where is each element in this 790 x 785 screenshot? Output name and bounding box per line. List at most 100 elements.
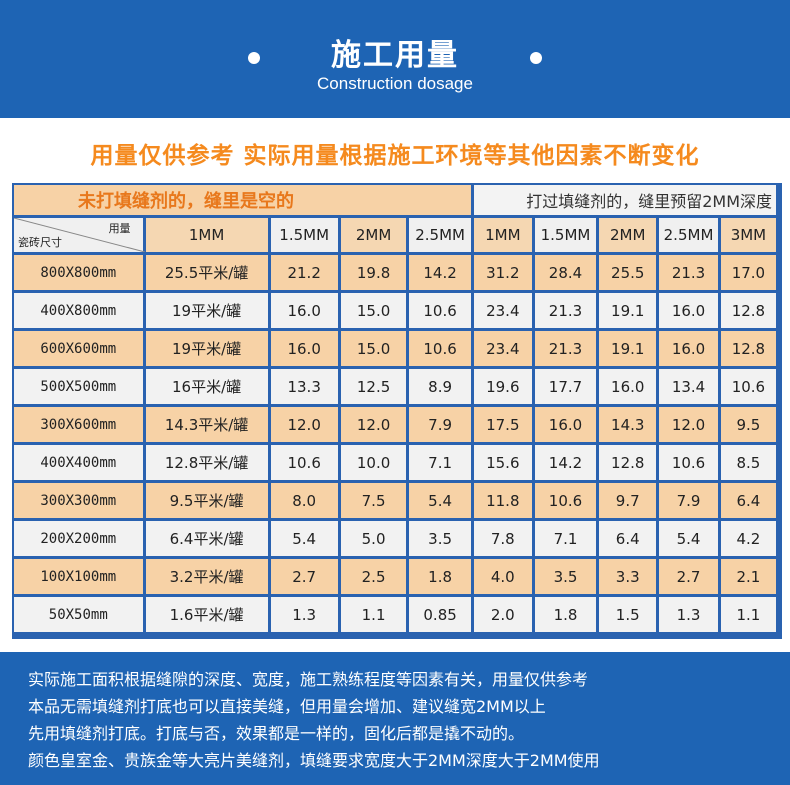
dosage-cell: 7.9 <box>659 483 718 518</box>
coverage-cell: 14.3平米/罐 <box>145 407 268 442</box>
dosage-cell: 14.2 <box>534 445 597 480</box>
dosage-cell: 14.3 <box>599 407 657 442</box>
dosage-cell: 15.6 <box>473 445 532 480</box>
dosage-cell: 5.4 <box>270 521 338 556</box>
dosage-cell: 10.6 <box>534 483 597 518</box>
dosage-cell: 5.4 <box>659 521 718 556</box>
table-row: 400X400mm 12.8平米/罐 10.6 10.0 7.1 15.6 14.2 12.8… <box>14 445 776 480</box>
dosage-cell: 7.5 <box>340 483 407 518</box>
tile-size-cell: 300X300mm <box>14 483 143 518</box>
footer-line: 颜色皇室金、贵族金等大亮片美缝剂，填缝要求宽度大于2MM深度大于2MM使用 <box>28 751 600 770</box>
table-row: 800X800mm 25.5平米/罐 21.2 19.8 14.2 31.2 28.4 25.… <box>14 255 776 290</box>
dosage-cell: 10.6 <box>659 445 718 480</box>
coverage-cell: 9.5平米/罐 <box>145 483 268 518</box>
corner-header-cell: 用量 瓷砖尺寸 <box>14 218 145 252</box>
dosage-cell: 10.6 <box>270 445 338 480</box>
dosage-cell: 13.3 <box>270 369 338 404</box>
tile-size-cell: 50X50mm <box>14 597 143 632</box>
table-row: 100X100mm 3.2平米/罐 2.7 2.5 1.8 4.0 3.5 3.3 2.7 2.1 <box>14 559 776 594</box>
coverage-cell: 6.4平米/罐 <box>145 521 268 556</box>
dosage-cell: 2.5 <box>340 559 407 594</box>
coverage-cell: 19平米/罐 <box>145 293 268 328</box>
dosage-cell: 12.0 <box>340 407 407 442</box>
column-header-row: 用量 瓷砖尺寸 1MM 1.5MM 2MM 2.5MM 1MM 1.5MM 2MM 2.5MM… <box>14 218 776 252</box>
dosage-cell: 28.4 <box>534 255 597 290</box>
tile-size-cell: 400X400mm <box>14 445 143 480</box>
dosage-cell: 12.0 <box>659 407 718 442</box>
dosage-cell: 12.0 <box>270 407 338 442</box>
dosage-cell: 10.6 <box>720 369 776 404</box>
table-row: 500X500mm 16平米/罐 13.3 12.5 8.9 19.6 17.7 16.0 13… <box>14 369 776 404</box>
corner-size-label: 瓷砖尺寸 <box>18 236 62 249</box>
dosage-cell: 10.6 <box>409 293 471 328</box>
group-prefilled-label: 打过填缝剂的，缝里预留2MM深度 <box>473 185 776 215</box>
dosage-cell: 0.85 <box>409 597 471 632</box>
dosage-cell: 6.4 <box>720 483 776 518</box>
dosage-cell: 31.2 <box>473 255 532 290</box>
dosage-cell: 16.0 <box>270 331 338 366</box>
table-row: 50X50mm 1.6平米/罐 1.3 1.1 0.85 2.0 1.8 1.5 1.3 1.1 <box>14 597 776 632</box>
table-row: 300X300mm 9.5平米/罐 8.0 7.5 5.4 11.8 10.6 9.7 7.9 6… <box>14 483 776 518</box>
dosage-cell: 16.0 <box>270 293 338 328</box>
dosage-cell: 19.6 <box>473 369 532 404</box>
dosage-cell: 7.8 <box>473 521 532 556</box>
column-header-8: 2.5MM <box>659 218 718 252</box>
group-unfilled-label: 未打填缝剂的，缝里是空的 <box>14 185 471 215</box>
dosage-cell: 7.1 <box>409 445 471 480</box>
dosage-cell: 9.5 <box>720 407 776 442</box>
dosage-cell: 4.2 <box>720 521 776 556</box>
dosage-cell: 1.3 <box>270 597 338 632</box>
dosage-cell: 1.1 <box>720 597 776 632</box>
dosage-cell: 3.5 <box>409 521 471 556</box>
tile-size-cell: 300X600mm <box>14 407 143 442</box>
dosage-cell: 21.3 <box>534 293 597 328</box>
dosage-cell: 16.0 <box>599 369 657 404</box>
dosage-cell: 3.3 <box>599 559 657 594</box>
footer-line: 实际施工面积根据缝隙的深度、宽度，施工熟练程度等因素有关，用量仅供参考 <box>28 670 589 689</box>
dosage-cell: 21.3 <box>659 255 718 290</box>
footer-line: 先用填缝剂打底。打底与否，效果都是一样的，固化后都是撬不动的。 <box>28 724 525 743</box>
column-header-1: 1MM <box>145 218 268 252</box>
dosage-cell: 19.8 <box>340 255 407 290</box>
column-header-7: 2MM <box>599 218 657 252</box>
dosage-cell: 1.1 <box>340 597 407 632</box>
dosage-cell: 12.8 <box>720 293 776 328</box>
footer-notes: 实际施工面积根据缝隙的深度、宽度，施工熟练程度等因素有关，用量仅供参考 本品无需… <box>0 652 790 785</box>
coverage-cell: 12.8平米/罐 <box>145 445 268 480</box>
column-header-2: 1.5MM <box>270 218 338 252</box>
dosage-cell: 3.5 <box>534 559 597 594</box>
column-header-3: 2MM <box>340 218 407 252</box>
dosage-cell: 2.7 <box>270 559 338 594</box>
dosage-cell: 6.4 <box>599 521 657 556</box>
header-banner: 施工用量 Construction dosage <box>0 0 790 118</box>
dosage-cell: 19.1 <box>599 293 657 328</box>
dosage-cell: 5.0 <box>340 521 407 556</box>
dosage-cell: 7.1 <box>534 521 597 556</box>
dosage-cell: 9.7 <box>599 483 657 518</box>
page-title: 施工用量 <box>331 38 459 73</box>
dosage-cell: 17.5 <box>473 407 532 442</box>
dosage-cell: 2.1 <box>720 559 776 594</box>
dosage-cell: 14.2 <box>409 255 471 290</box>
table-row: 400X800mm 19平米/罐 16.0 15.0 10.6 23.4 21.3 19.1 1… <box>14 293 776 328</box>
coverage-cell: 16平米/罐 <box>145 369 268 404</box>
dosage-cell: 12.8 <box>720 331 776 366</box>
dosage-cell: 1.3 <box>659 597 718 632</box>
dosage-cell: 4.0 <box>473 559 532 594</box>
tile-size-cell: 200X200mm <box>14 521 143 556</box>
dosage-cell: 19.1 <box>599 331 657 366</box>
dosage-cell: 21.3 <box>534 331 597 366</box>
dosage-cell: 16.0 <box>534 407 597 442</box>
dosage-cell: 16.0 <box>659 331 718 366</box>
column-header-4: 2.5MM <box>409 218 471 252</box>
dosage-cell: 23.4 <box>473 293 532 328</box>
dosage-cell: 12.5 <box>340 369 407 404</box>
dosage-cell: 10.0 <box>340 445 407 480</box>
dosage-cell: 21.2 <box>270 255 338 290</box>
dosage-table: 未打填缝剂的，缝里是空的 打过填缝剂的，缝里预留2MM深度 用量 瓷砖尺寸 1M… <box>12 183 782 639</box>
dosage-cell: 7.9 <box>409 407 471 442</box>
table-row: 200X200mm 6.4平米/罐 5.4 5.0 3.5 7.8 7.1 6.4 5.4 4.2 <box>14 521 776 556</box>
column-header-6: 1.5MM <box>534 218 597 252</box>
dosage-cell: 10.6 <box>409 331 471 366</box>
diagonal-divider-icon <box>14 218 145 252</box>
